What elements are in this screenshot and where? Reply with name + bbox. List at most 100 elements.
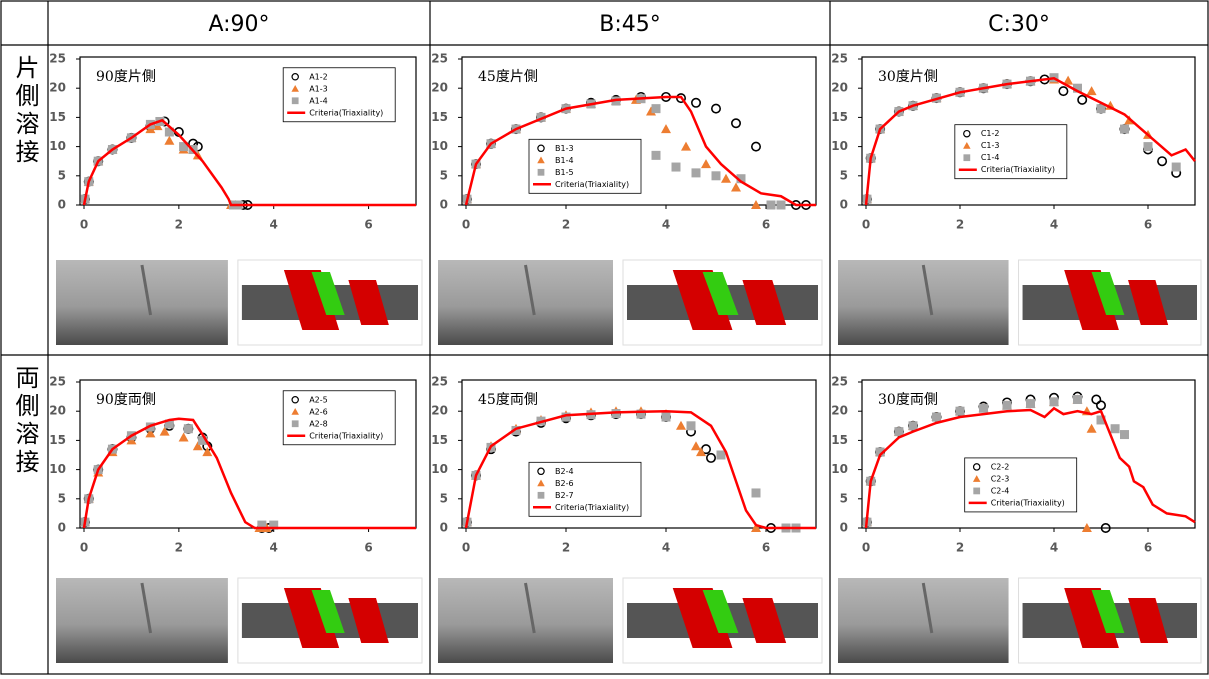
y-tick-label: 5 xyxy=(440,168,448,182)
legend-swatch xyxy=(973,488,980,495)
y-tick-label: 20 xyxy=(49,81,66,95)
row-label: 片側溶接 xyxy=(11,55,39,167)
y-tick-label: 20 xyxy=(49,404,66,418)
legend-label: C2-2 xyxy=(991,462,1010,471)
y-tick-label: 25 xyxy=(831,375,848,389)
y-tick-label: 20 xyxy=(831,404,848,418)
data-point xyxy=(652,104,661,113)
legend-label: A1-4 xyxy=(309,96,328,105)
data-point xyxy=(692,168,701,177)
data-point xyxy=(1003,401,1012,410)
data-point xyxy=(1120,125,1129,134)
y-tick-label: 10 xyxy=(49,462,66,476)
legend-swatch xyxy=(538,492,545,499)
data-point xyxy=(1120,430,1129,439)
y-tick-label: 0 xyxy=(58,198,66,212)
data-point xyxy=(1172,163,1181,172)
legend-label: Criteria(Triaxiality) xyxy=(991,498,1065,507)
x-tick-label: 4 xyxy=(662,218,670,232)
data-point xyxy=(712,171,721,180)
x-tick-label: 0 xyxy=(462,541,470,555)
x-tick-label: 4 xyxy=(662,541,670,555)
x-tick-label: 2 xyxy=(562,541,570,555)
data-point xyxy=(1111,424,1120,433)
y-tick-label: 25 xyxy=(431,52,448,66)
legend-label: A2-6 xyxy=(309,407,328,416)
data-point xyxy=(752,488,761,497)
legend-label: C1-4 xyxy=(981,153,1000,162)
data-point xyxy=(184,424,193,433)
y-tick-label: 25 xyxy=(831,52,848,66)
legend-label: B2-4 xyxy=(555,467,574,476)
x-tick-label: 4 xyxy=(270,218,278,232)
x-tick-label: 6 xyxy=(762,541,770,555)
data-point xyxy=(652,151,661,160)
column-header: B:45° xyxy=(599,12,661,37)
x-tick-label: 6 xyxy=(762,218,770,232)
y-tick-label: 10 xyxy=(831,462,848,476)
y-tick-label: 10 xyxy=(831,139,848,153)
y-tick-label: 10 xyxy=(49,139,66,153)
y-tick-label: 25 xyxy=(49,52,66,66)
x-tick-label: 2 xyxy=(956,218,964,232)
y-tick-label: 15 xyxy=(49,433,66,447)
y-tick-label: 0 xyxy=(440,198,448,212)
legend-label: C2-4 xyxy=(991,486,1010,495)
legend-label: B2-7 xyxy=(555,491,574,500)
figure: A:90° B:45° C:30° 片側溶接 両側溶接 051015202502… xyxy=(0,0,1209,675)
y-tick-label: 0 xyxy=(840,198,848,212)
x-tick-label: 0 xyxy=(462,218,470,232)
y-tick-label: 20 xyxy=(431,81,448,95)
legend-swatch xyxy=(292,420,299,427)
chart-title: 45度両側 xyxy=(478,392,538,408)
legend-label: Criteria(Triaxiality) xyxy=(555,503,629,512)
chart-title: 90度両側 xyxy=(96,392,156,408)
data-point xyxy=(1073,395,1082,404)
legend-swatch xyxy=(963,154,970,161)
data-point xyxy=(717,451,726,460)
y-tick-label: 5 xyxy=(440,491,448,505)
y-tick-label: 0 xyxy=(840,521,848,535)
chart-title: 30度片側 xyxy=(878,69,938,85)
legend-label: A1-2 xyxy=(309,72,328,81)
legend-label: Criteria(Triaxiality) xyxy=(309,431,383,440)
chart-title: 45度片側 xyxy=(478,69,538,85)
data-point xyxy=(662,413,671,422)
x-tick-label: 0 xyxy=(862,218,870,232)
data-point xyxy=(777,201,786,210)
data-point xyxy=(687,421,696,430)
data-point xyxy=(956,407,965,416)
y-tick-label: 15 xyxy=(431,433,448,447)
data-point xyxy=(1026,399,1035,408)
x-tick-label: 2 xyxy=(175,218,183,232)
chart-title: 90度片側 xyxy=(96,69,156,85)
legend-label: C1-2 xyxy=(981,129,1000,138)
data-point xyxy=(894,427,903,436)
chart-title: 30度両側 xyxy=(878,392,938,408)
legend-label: C2-3 xyxy=(991,474,1010,483)
legend-label: A2-5 xyxy=(309,395,328,404)
y-tick-label: 10 xyxy=(431,462,448,476)
data-point xyxy=(909,421,918,430)
row-label: 両側溶接 xyxy=(11,365,39,477)
data-point xyxy=(932,413,941,422)
legend-label: B2-6 xyxy=(555,479,574,488)
x-tick-label: 0 xyxy=(862,541,870,555)
data-point xyxy=(979,404,988,413)
x-tick-label: 2 xyxy=(175,541,183,555)
legend-label: A1-3 xyxy=(309,84,328,93)
legend-swatch xyxy=(292,97,299,104)
legend-label: B1-3 xyxy=(555,144,574,153)
y-tick-label: 0 xyxy=(440,521,448,535)
x-tick-label: 6 xyxy=(364,218,372,232)
data-point xyxy=(1144,142,1153,151)
x-tick-label: 0 xyxy=(80,541,88,555)
y-tick-label: 5 xyxy=(840,168,848,182)
data-point xyxy=(1050,397,1059,406)
x-tick-label: 2 xyxy=(562,218,570,232)
x-tick-label: 4 xyxy=(270,541,278,555)
legend-swatch xyxy=(538,169,545,176)
x-tick-label: 6 xyxy=(364,541,372,555)
x-tick-label: 0 xyxy=(80,218,88,232)
y-tick-label: 25 xyxy=(49,375,66,389)
